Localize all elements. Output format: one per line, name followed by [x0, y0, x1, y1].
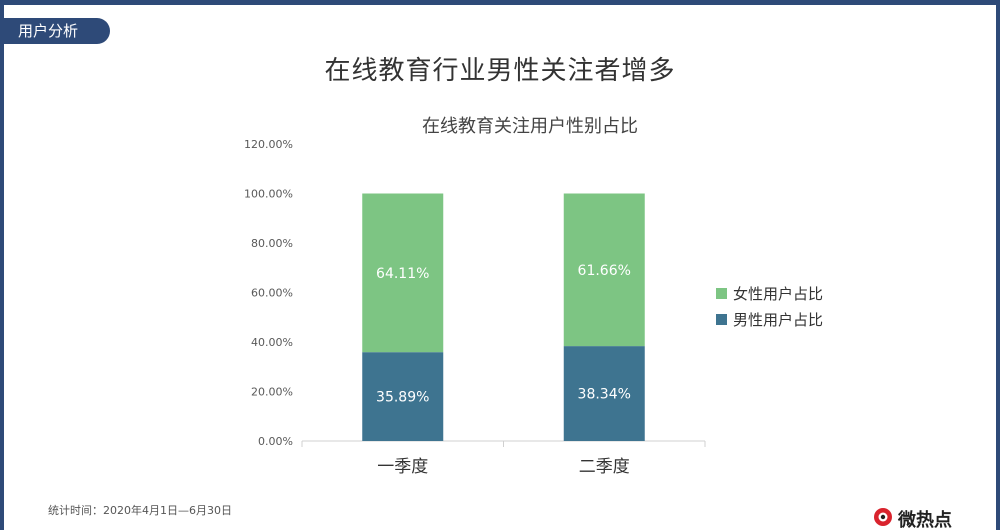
- y-tick-label: 20.00%: [251, 386, 293, 399]
- y-tick-label: 0.00%: [258, 435, 293, 448]
- page-title: 在线教育行业男性关注者增多: [324, 56, 676, 86]
- bar-segment: [563, 193, 645, 347]
- footer-cropped-text: [48, 521, 308, 530]
- x-category-label: 二季度: [579, 457, 630, 477]
- y-tick-label: 100.00%: [244, 188, 293, 201]
- brand-logo: 微热点: [872, 503, 982, 531]
- data-label: 64.11%: [376, 266, 429, 282]
- legend-swatch: [716, 314, 727, 325]
- frame-right: [996, 0, 1000, 530]
- legend-label: 女性用户占比: [733, 285, 823, 303]
- bar-segment: [362, 352, 444, 441]
- y-tick-label: 60.00%: [251, 287, 293, 300]
- bar-segment: [563, 346, 645, 441]
- data-label: 35.89%: [376, 390, 429, 406]
- x-category-label: 一季度: [377, 457, 428, 477]
- y-tick-label: 80.00%: [251, 237, 293, 250]
- section-tab: 用户分析: [0, 18, 110, 44]
- data-label: 61.66%: [578, 263, 631, 279]
- chart-title: 在线教育关注用户性别占比: [422, 116, 638, 137]
- stacked-bar-chart: 在线教育关注用户性别占比 0.00% 20.00% 40.00% 60.00% 80.00…: [244, 116, 823, 477]
- frame-left: [0, 0, 4, 530]
- bar-segment: [362, 193, 444, 353]
- data-label: 38.34%: [578, 387, 631, 403]
- legend-swatch: [716, 288, 727, 299]
- footer-note: 统计时间：2020年4月1日—6月30日: [48, 504, 232, 517]
- y-tick-label: 40.00%: [251, 336, 293, 349]
- y-tick-label: 120.00%: [244, 138, 293, 151]
- eye-logo-icon: [874, 508, 892, 526]
- logo-text: 微热点: [898, 510, 952, 531]
- frame-top: [0, 0, 1000, 5]
- legend-label: 男性用户占比: [733, 311, 823, 329]
